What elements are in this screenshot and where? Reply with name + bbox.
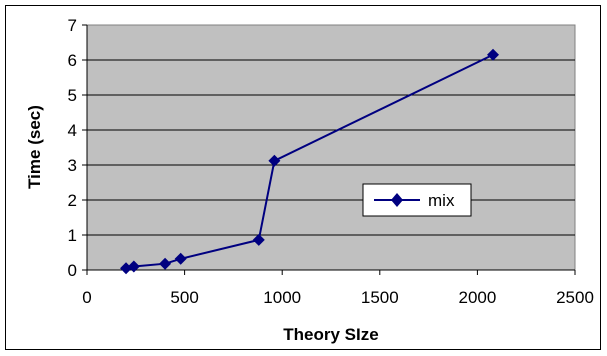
y-tick-label: 7 (68, 16, 77, 35)
y-tick-label: 4 (68, 121, 77, 140)
data-point-diamond (487, 48, 500, 61)
plot-area (86, 24, 576, 271)
y-axis-title: Time (sec) (25, 105, 44, 189)
data-point-diamond (127, 260, 140, 273)
tick-labels: 0 1 2 3 4 5 6 7 0 500 1000 1500 2000 2500 (68, 16, 594, 307)
legend-diamond-marker (391, 193, 403, 207)
legend: mix (362, 183, 472, 217)
y-tick-label: 5 (68, 86, 77, 105)
y-tick-label: 3 (68, 156, 77, 175)
y-tick-label: 0 (68, 261, 77, 280)
y-tick-label: 2 (68, 191, 77, 210)
legend-label: mix (428, 191, 455, 210)
x-tick-label: 500 (170, 288, 198, 307)
data-point-diamond (159, 257, 172, 270)
series-layer (120, 48, 500, 275)
x-axis-title: Theory SIze (283, 325, 378, 344)
x-tick-label: 2000 (458, 288, 496, 307)
y-tick-label: 6 (68, 51, 77, 70)
x-tick-label: 2500 (556, 288, 594, 307)
x-tick-label: 1000 (263, 288, 301, 307)
axes (82, 24, 576, 275)
y-tick-label: 1 (68, 226, 77, 245)
x-tick-label: 1500 (361, 288, 399, 307)
x-tick-label: 0 (82, 288, 91, 307)
data-point-diamond (174, 252, 187, 265)
data-point-diamond (268, 154, 281, 167)
data-point-diamond (120, 262, 133, 275)
data-point-diamond (252, 233, 265, 246)
